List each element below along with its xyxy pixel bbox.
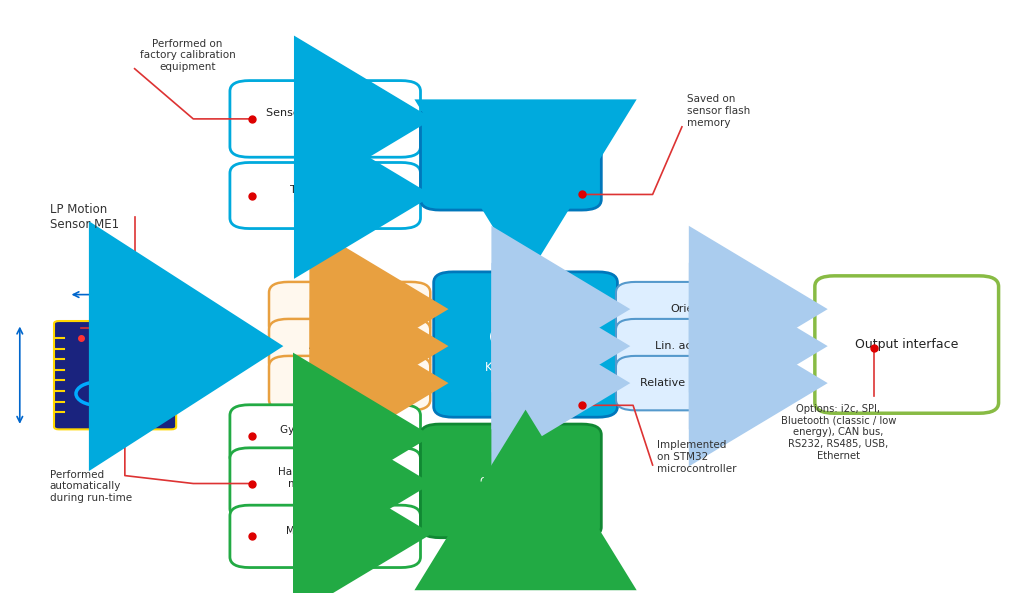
FancyBboxPatch shape bbox=[815, 276, 998, 413]
Text: Orientation: Orientation bbox=[670, 304, 733, 314]
Text: Sensor misalignment
calibration: Sensor misalignment calibration bbox=[266, 108, 384, 130]
FancyBboxPatch shape bbox=[269, 282, 430, 336]
FancyBboxPatch shape bbox=[421, 424, 601, 538]
FancyBboxPatch shape bbox=[230, 505, 421, 568]
FancyBboxPatch shape bbox=[269, 319, 430, 374]
Text: Hard and soft iron
magnetic field
correction: Hard and soft iron magnetic field correc… bbox=[279, 467, 373, 500]
Text: Gyroscope online
calibration: Gyroscope online calibration bbox=[280, 425, 371, 447]
FancyBboxPatch shape bbox=[54, 321, 176, 429]
FancyBboxPatch shape bbox=[434, 272, 617, 417]
Text: 12mm: 12mm bbox=[109, 279, 141, 289]
Text: Magnetometer: Magnetometer bbox=[308, 378, 391, 388]
FancyBboxPatch shape bbox=[616, 356, 787, 410]
FancyBboxPatch shape bbox=[230, 448, 421, 519]
Text: LP Motion
Sensor ME1: LP Motion Sensor ME1 bbox=[49, 203, 119, 231]
Text: Gyroscope: Gyroscope bbox=[321, 304, 379, 314]
Text: Relative displacement: Relative displacement bbox=[640, 378, 764, 388]
Text: IMUcore
(customized
extended
Kalman filter): IMUcore (customized extended Kalman filt… bbox=[485, 315, 566, 374]
FancyBboxPatch shape bbox=[616, 282, 787, 336]
FancyBboxPatch shape bbox=[421, 107, 601, 210]
Text: Saved on
sensor flash
memory: Saved on sensor flash memory bbox=[687, 94, 750, 127]
Text: Accelerometer: Accelerometer bbox=[309, 341, 390, 351]
FancyBboxPatch shape bbox=[230, 81, 421, 157]
FancyBboxPatch shape bbox=[230, 405, 421, 467]
FancyBboxPatch shape bbox=[269, 356, 430, 410]
Text: Options: i2c, SPI,
Bluetooth (classic / low
energy), CAN bus,
RS232, RS485, USB,: Options: i2c, SPI, Bluetooth (classic / … bbox=[780, 404, 896, 461]
Text: Temperature
calibration: Temperature calibration bbox=[290, 185, 360, 206]
Text: Performed on
factory calibration
equipment: Performed on factory calibration equipme… bbox=[139, 39, 236, 72]
Text: Performed
automatically
during run-time: Performed automatically during run-time bbox=[49, 470, 132, 503]
Text: Output interface: Output interface bbox=[855, 338, 958, 351]
Text: Factory
calibration
parameters: Factory calibration parameters bbox=[476, 137, 546, 180]
Text: Implemented
on STM32
microcontroller: Implemented on STM32 microcontroller bbox=[657, 441, 737, 474]
FancyBboxPatch shape bbox=[230, 162, 421, 228]
Circle shape bbox=[104, 348, 156, 376]
FancyBboxPatch shape bbox=[616, 319, 787, 374]
Text: Magnetic noise
rejection: Magnetic noise rejection bbox=[286, 525, 365, 547]
Text: Lin. acceleration: Lin. acceleration bbox=[655, 341, 748, 351]
Text: Online
calibration
parameters: Online calibration parameters bbox=[476, 460, 546, 502]
